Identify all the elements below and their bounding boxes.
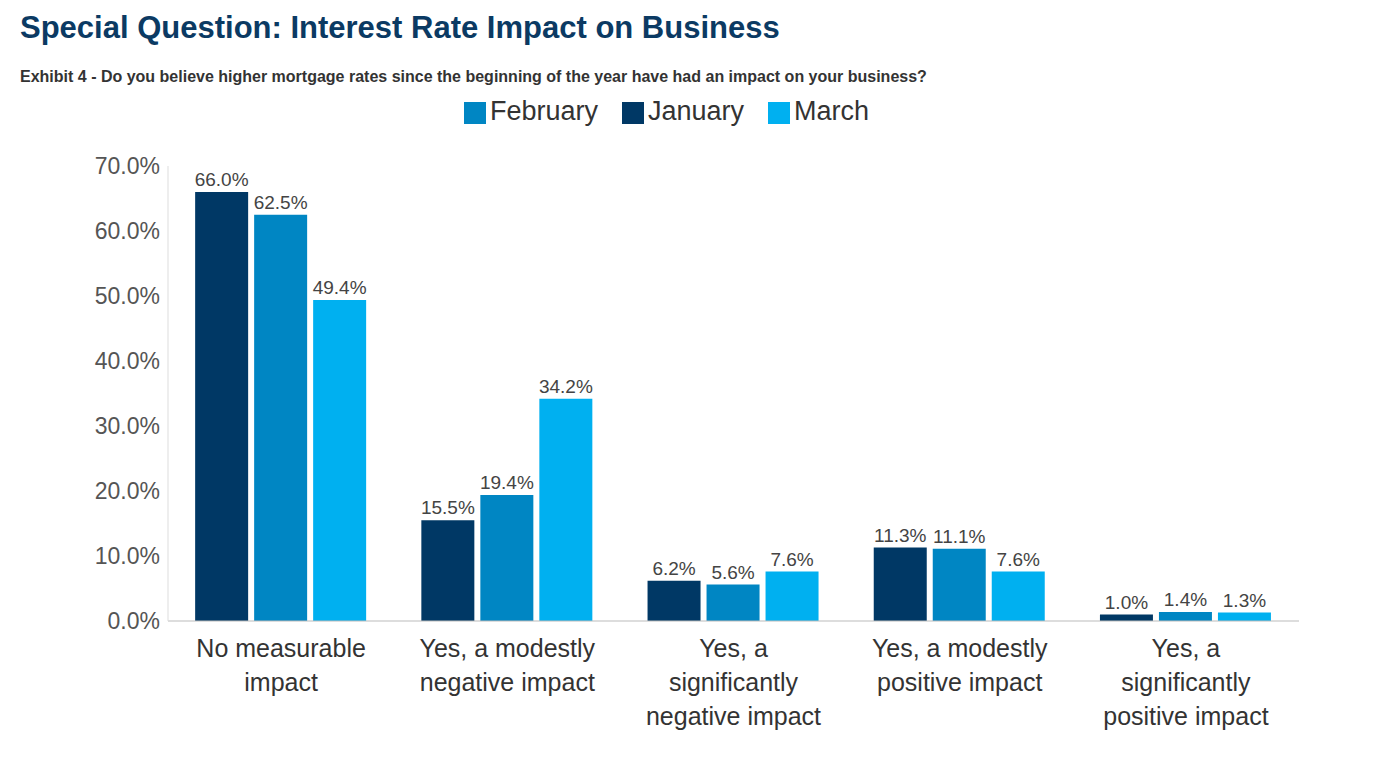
svg-text:19.4%: 19.4% (480, 472, 534, 493)
svg-text:Yes, a modestlypositive impact: Yes, a modestlypositive impact (872, 634, 1048, 696)
svg-text:60.0%: 60.0% (95, 218, 160, 244)
svg-text:70.0%: 70.0% (95, 153, 160, 179)
svg-text:15.5%: 15.5% (421, 497, 475, 518)
svg-text:Yes, a modestlynegative impact: Yes, a modestlynegative impact (420, 634, 596, 696)
html-text:March: March (794, 96, 870, 126)
svg-text:10.0%: 10.0% (95, 543, 160, 569)
html-text:Exhibit 4 - Do you believe hig: Exhibit 4 - Do you believe higher mortga… (20, 68, 927, 85)
svg-text:34.2%: 34.2% (539, 376, 593, 397)
html-text:February: February (489, 96, 598, 126)
svg-text:No measurableimpact: No measurableimpact (196, 634, 366, 696)
svg-text:6.2%: 6.2% (652, 558, 695, 579)
svg-text:1.0%: 1.0% (1105, 592, 1148, 613)
svg-text:Yes, asignificantlypositive im: Yes, asignificantlypositive impact (1103, 634, 1268, 730)
svg-text:Yes, asignificantlynegative im: Yes, asignificantlynegative impact (646, 634, 821, 730)
svg-text:5.6%: 5.6% (711, 562, 754, 583)
svg-text:49.4%: 49.4% (313, 277, 367, 298)
svg-text:1.4%: 1.4% (1164, 589, 1207, 610)
svg-text:40.0%: 40.0% (95, 348, 160, 374)
svg-text:50.0%: 50.0% (95, 283, 160, 309)
svg-text:11.1%: 11.1% (933, 526, 986, 547)
html-text:January: January (648, 96, 744, 126)
svg-text:0.0%: 0.0% (108, 608, 160, 634)
html-text:Special Question: Interest Rat: Special Question: Interest Rate Impact o… (20, 10, 780, 45)
svg-text:66.0%: 66.0% (195, 169, 249, 190)
svg-text:62.5%: 62.5% (254, 192, 308, 213)
svg-text:20.0%: 20.0% (95, 478, 160, 504)
svg-text:30.0%: 30.0% (95, 413, 160, 439)
svg-text:1.3%: 1.3% (1223, 590, 1266, 611)
svg-text:7.6%: 7.6% (770, 549, 813, 570)
svg-text:11.3%: 11.3% (874, 525, 927, 546)
svg-text:7.6%: 7.6% (997, 549, 1040, 570)
